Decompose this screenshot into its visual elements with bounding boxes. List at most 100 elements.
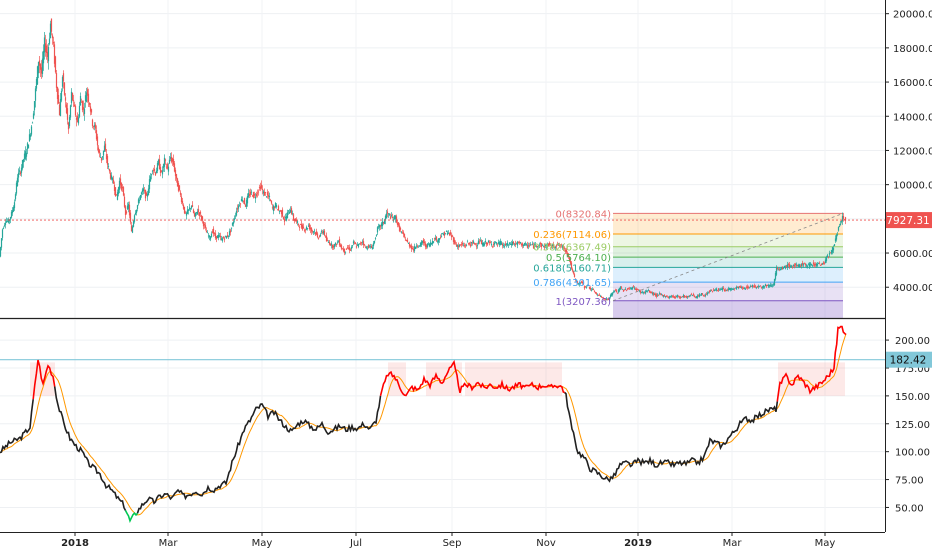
candle-body	[715, 288, 718, 291]
candle-body	[366, 248, 369, 250]
candle-body	[678, 296, 681, 298]
candle-body	[398, 225, 401, 232]
candle-body	[254, 196, 257, 199]
candle-body	[409, 245, 412, 247]
candle-body	[306, 228, 309, 230]
candle-body	[703, 295, 706, 297]
indicator-panel[interactable]: 200.00 175.00 150.00 125.00 100.00 75.00 50.00…	[0, 320, 932, 532]
price-panel[interactable]: 0(8320.84)0.236(7114.06)0.382(6367.49)0.…	[0, 0, 932, 318]
candle-body	[590, 289, 593, 291]
candle-body	[321, 231, 324, 233]
candle-body	[192, 209, 195, 213]
candle-body	[421, 240, 424, 243]
candle-body	[279, 210, 282, 212]
candle-body	[721, 287, 724, 291]
candle-body	[275, 204, 278, 207]
candle-body	[631, 287, 634, 289]
candle-body	[490, 244, 493, 245]
candle-body	[236, 208, 239, 210]
candle-body	[219, 235, 222, 238]
candle-body	[267, 195, 270, 197]
candle-body	[386, 211, 389, 214]
candle-body	[584, 286, 587, 288]
candle-body	[54, 56, 57, 73]
candle-body	[264, 192, 267, 194]
candle-body	[119, 178, 122, 186]
candle-body	[93, 125, 96, 127]
candle-body	[289, 209, 292, 213]
candle-body	[167, 166, 170, 172]
time-axis[interactable]: 2018 Mar May Jul Sep Nov 2019 Mar May	[61, 532, 835, 549]
candle-body	[835, 234, 838, 240]
candle-body	[526, 244, 529, 248]
candle-body	[225, 236, 228, 239]
candle-body	[157, 159, 160, 165]
candle-body	[133, 215, 136, 222]
candle-body	[538, 244, 541, 246]
candle-body	[747, 287, 750, 288]
candle-body	[24, 151, 27, 159]
candle-body	[110, 175, 113, 180]
candle-body	[592, 289, 595, 290]
candle-body	[708, 290, 711, 293]
candle-body	[375, 235, 378, 236]
candle-body	[608, 297, 611, 301]
candle-body	[595, 293, 598, 294]
candle-body	[764, 284, 767, 286]
candle-body	[466, 241, 469, 243]
candle-body	[761, 286, 764, 288]
candle-body	[49, 23, 52, 39]
candle-body	[716, 290, 719, 291]
candle-body	[667, 297, 670, 299]
candle-body	[550, 246, 553, 248]
candle-body	[131, 226, 134, 233]
candle-body	[288, 211, 291, 214]
candle-body	[173, 163, 176, 172]
candle-body	[355, 246, 358, 248]
candle-body	[338, 239, 341, 246]
candle-body	[168, 159, 171, 164]
candle-body	[134, 212, 137, 215]
candle-body	[629, 288, 632, 290]
candle-body	[791, 266, 794, 268]
candle-body	[805, 265, 808, 267]
candle-body	[486, 242, 489, 245]
fib-level-label: 1(3207.36)	[555, 297, 611, 308]
candle-body	[461, 243, 464, 245]
candle-body	[763, 286, 766, 288]
candle-body	[85, 92, 88, 102]
candle-body	[452, 237, 455, 242]
candle-body	[282, 217, 285, 220]
candle-body	[551, 244, 554, 247]
candle-body	[683, 295, 686, 298]
candle-body	[436, 241, 439, 243]
candle-body	[141, 189, 144, 192]
candle-body	[116, 192, 119, 200]
indicator-segment	[53, 386, 127, 511]
candle-body	[644, 291, 647, 294]
candle-body	[221, 238, 224, 241]
candle-body	[537, 245, 540, 247]
candle-body	[41, 58, 44, 74]
candle-body	[825, 257, 828, 261]
candle-body	[284, 217, 287, 219]
fibonacci-retracement[interactable]	[612, 212, 844, 318]
candle-body	[460, 244, 463, 246]
candle-body	[675, 295, 678, 297]
candle-body	[36, 66, 39, 85]
candle-body	[522, 244, 525, 246]
candle-body	[839, 223, 842, 226]
candle-body	[415, 245, 418, 247]
candle-body	[290, 208, 293, 214]
price-axis[interactable]: 20000.00 18000.00 16000.00 14000.00 12000.00…	[885, 10, 932, 295]
candle-body	[242, 200, 245, 202]
candle-body	[44, 43, 47, 52]
candle-body	[603, 298, 606, 300]
candle-body	[229, 230, 232, 233]
candle-body	[441, 233, 444, 235]
candle-body	[84, 95, 87, 102]
candle-body	[81, 100, 84, 111]
candle-body	[351, 245, 354, 247]
candle-body	[524, 243, 527, 245]
